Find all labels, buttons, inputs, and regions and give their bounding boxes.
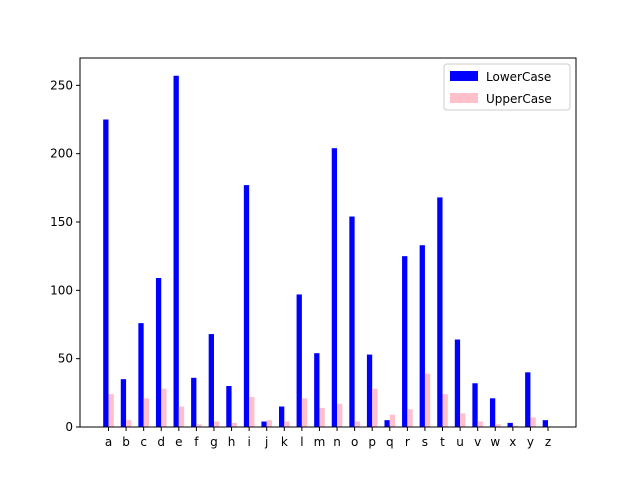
bar-uppercase-m [319, 407, 325, 427]
legend-swatch-uppercase [450, 93, 478, 103]
x-tick-label-e: e [175, 435, 182, 449]
bar-uppercase-r [407, 409, 413, 427]
x-tick-label-r: r [405, 435, 410, 449]
bar-uppercase-u [460, 413, 466, 427]
x-tick-label-k: k [281, 435, 288, 449]
x-tick-label-b: b [122, 435, 130, 449]
bar-lowercase-z [542, 420, 548, 427]
bar-lowercase-a [103, 119, 109, 427]
bar-lowercase-v [472, 383, 478, 427]
y-tick-label: 200 [50, 147, 73, 161]
bar-uppercase-e [178, 406, 185, 427]
x-tick-label-j: j [264, 435, 268, 449]
x-tick-label-g: g [210, 435, 218, 449]
y-tick-label: 0 [65, 420, 73, 434]
bar-uppercase-l [301, 398, 308, 427]
bar-lowercase-g [208, 334, 214, 427]
bar-uppercase-d [161, 388, 167, 427]
bar-lowercase-u [454, 339, 461, 427]
bar-lowercase-y [525, 372, 531, 427]
bar-uppercase-a [108, 394, 114, 427]
legend-label-lowercase: LowerCase [486, 70, 551, 84]
legend: LowerCase UpperCase [443, 63, 571, 111]
bar-lowercase-f [191, 377, 197, 427]
x-tick-label-m: m [314, 435, 326, 449]
bar-uppercase-x [512, 425, 519, 427]
plot-area-frame [79, 57, 577, 428]
x-tick-label-u: u [456, 435, 464, 449]
bar-uppercase-c [143, 398, 149, 427]
x-tick-label-s: s [422, 435, 428, 449]
bar-lowercase-c [138, 323, 144, 427]
bar-uppercase-b [126, 420, 132, 427]
y-tick-label: 50 [58, 352, 73, 366]
bar-uppercase-f [196, 424, 202, 427]
x-tick-label-p: p [368, 435, 376, 449]
bar-uppercase-t [442, 394, 448, 427]
y-tick-label: 250 [50, 78, 73, 92]
bars-layer [103, 75, 548, 428]
x-tick-label-v: v [474, 435, 481, 449]
bar-lowercase-d [155, 278, 162, 427]
bar-lowercase-k [279, 406, 285, 427]
bar-lowercase-s [419, 245, 425, 427]
x-tick-label-w: w [490, 435, 500, 449]
x-tick-label-c: c [140, 435, 147, 449]
x-tick-label-y: y [527, 435, 534, 449]
bar-uppercase-v [477, 421, 483, 427]
bar-uppercase-i [249, 396, 255, 427]
bar-uppercase-q [389, 414, 396, 427]
legend-swatch-lowercase [450, 71, 478, 81]
y-axis: 0 50 100 150 200 250 [50, 78, 80, 434]
bar-lowercase-e [173, 75, 179, 428]
x-tick-label-q: q [386, 435, 394, 449]
bar-uppercase-n [337, 403, 343, 427]
x-tick-label-l: l [300, 435, 303, 449]
bar-uppercase-w [495, 424, 501, 427]
legend-label-uppercase: UpperCase [486, 92, 552, 106]
bar-uppercase-h [231, 422, 237, 427]
x-tick-label-f: f [194, 435, 199, 449]
bar-lowercase-n [331, 148, 338, 427]
bar-uppercase-g [213, 421, 220, 427]
x-tick-label-o: o [351, 435, 358, 449]
bar-lowercase-i [243, 185, 250, 427]
x-tick-label-x: x [509, 435, 516, 449]
bar-lowercase-b [120, 379, 127, 427]
y-tick-label: 100 [50, 283, 73, 297]
bar-lowercase-q [384, 420, 390, 427]
x-tick-label-d: d [157, 435, 165, 449]
bar-uppercase-j [266, 420, 273, 427]
x-tick-label-t: t [440, 435, 445, 449]
bar-lowercase-x [507, 422, 513, 427]
bar-uppercase-o [354, 421, 360, 427]
bar-uppercase-k [284, 421, 290, 427]
x-tick-label-i: i [247, 435, 250, 449]
bar-uppercase-s [424, 373, 431, 427]
bar-uppercase-p [372, 388, 378, 427]
bar-uppercase-y [530, 417, 536, 427]
bar-lowercase-j [261, 421, 267, 427]
x-tick-label-h: h [228, 435, 236, 449]
bar-lowercase-p [366, 354, 373, 427]
y-tick-label: 150 [50, 215, 73, 229]
bar-lowercase-l [296, 294, 302, 427]
bar-lowercase-h [226, 386, 232, 427]
bar-lowercase-w [489, 398, 496, 427]
x-tick-label-z: z [545, 435, 551, 449]
bar-lowercase-o [349, 216, 355, 427]
x-tick-label-n: n [333, 435, 341, 449]
x-tick-label-a: a [105, 435, 112, 449]
bar-lowercase-r [402, 256, 408, 427]
bar-lowercase-t [437, 197, 443, 427]
bar-lowercase-m [314, 353, 320, 427]
